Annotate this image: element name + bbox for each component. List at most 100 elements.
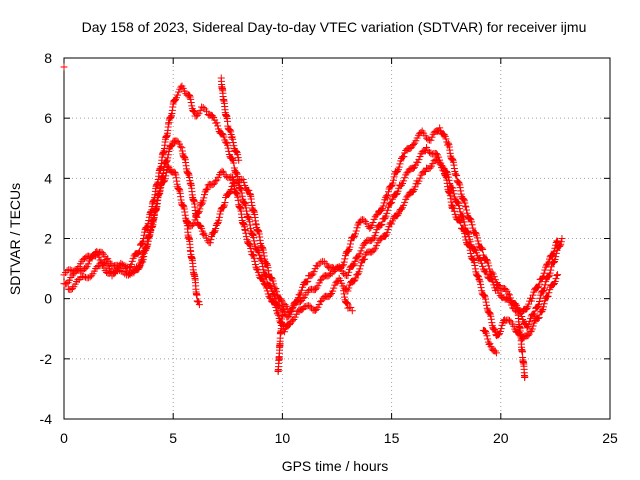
data-point: [471, 245, 479, 253]
data-point: [195, 301, 203, 309]
series-branch-g: [514, 311, 529, 381]
data-point: [242, 233, 250, 241]
data-point: [521, 373, 529, 381]
data-point: [459, 225, 467, 233]
data-point: [429, 160, 437, 168]
data-point: [544, 292, 552, 300]
data-point: [274, 367, 282, 375]
data-point: [483, 256, 491, 264]
data-point: [187, 95, 195, 103]
data-point: [330, 284, 338, 292]
data-point: [267, 274, 275, 282]
data-point: [455, 202, 463, 210]
data-point: [497, 325, 505, 333]
data-point: [195, 209, 203, 217]
data-point: [250, 237, 258, 245]
data-point: [259, 275, 267, 283]
data-point: [535, 298, 543, 306]
data-point: [466, 215, 474, 223]
data-point: [552, 249, 560, 257]
data-point: [465, 241, 473, 249]
data-point: [229, 138, 237, 146]
data-point: [357, 262, 365, 270]
series-branch-f: [274, 311, 286, 376]
y-tick-label: -2: [40, 351, 53, 367]
data-point: [551, 256, 559, 264]
data-point: [338, 262, 346, 270]
data-point: [270, 292, 278, 300]
data-point: [145, 217, 153, 225]
data-point: [415, 177, 423, 185]
data-point: [353, 224, 361, 232]
data-point: [528, 325, 536, 333]
data-point: [456, 208, 464, 216]
data-point: [409, 141, 417, 149]
data-point: [340, 258, 348, 266]
data-point: [134, 265, 142, 273]
data-point: [263, 284, 271, 292]
data-point: [370, 246, 378, 254]
data-point: [545, 289, 553, 297]
data-point: [266, 294, 274, 302]
y-tick-label: 8: [44, 50, 52, 66]
data-point: [273, 288, 281, 296]
data-point: [490, 273, 498, 281]
data-point: [478, 244, 486, 252]
data-point: [222, 138, 230, 146]
data-point: [436, 124, 444, 132]
data-point: [262, 271, 270, 279]
data-point: [311, 285, 319, 293]
data-point: [254, 268, 262, 276]
data-point: [310, 268, 318, 276]
x-tick-label: 5: [169, 430, 177, 446]
data-point: [477, 280, 485, 288]
data-point: [250, 254, 258, 262]
data-point: [464, 229, 472, 237]
data-point: [474, 237, 482, 245]
data-point: [60, 63, 68, 71]
data-point: [272, 303, 280, 311]
data-point: [456, 205, 464, 213]
data-point: [89, 252, 97, 260]
data-point: [531, 310, 539, 318]
data-point: [467, 218, 475, 226]
data-point: [140, 253, 148, 261]
data-point: [242, 229, 250, 237]
data-point: [144, 237, 152, 245]
y-tick-label: 0: [44, 291, 52, 307]
data-point: [347, 303, 355, 311]
data-point: [261, 281, 269, 289]
data-point: [271, 286, 279, 294]
x-tick-label: 0: [60, 430, 68, 446]
data-point: [221, 198, 229, 206]
data-point: [128, 257, 136, 265]
data-point: [525, 320, 533, 328]
data-point: [434, 156, 442, 164]
data-point: [466, 242, 474, 250]
data-point: [378, 220, 386, 228]
data-point: [69, 267, 77, 275]
data-point: [259, 263, 267, 271]
data-point: [478, 259, 486, 267]
data-point: [247, 244, 255, 252]
y-tick-label: -4: [40, 411, 53, 427]
data-point: [220, 203, 228, 211]
data-point: [234, 151, 242, 159]
data-point: [383, 209, 391, 217]
data-point: [462, 203, 470, 211]
data-point: [383, 194, 391, 202]
data-point: [377, 221, 385, 229]
data-point: [215, 216, 223, 224]
data-point: [220, 133, 228, 141]
data-point: [381, 214, 389, 222]
data-point: [171, 95, 179, 103]
data-point: [387, 219, 395, 227]
data-point: [145, 234, 153, 242]
data-point: [207, 236, 215, 244]
data-point: [349, 261, 357, 269]
data-point: [427, 136, 435, 144]
data-point: [409, 187, 417, 195]
data-point: [482, 298, 490, 306]
data-point: [161, 175, 169, 183]
data-point: [228, 155, 236, 163]
